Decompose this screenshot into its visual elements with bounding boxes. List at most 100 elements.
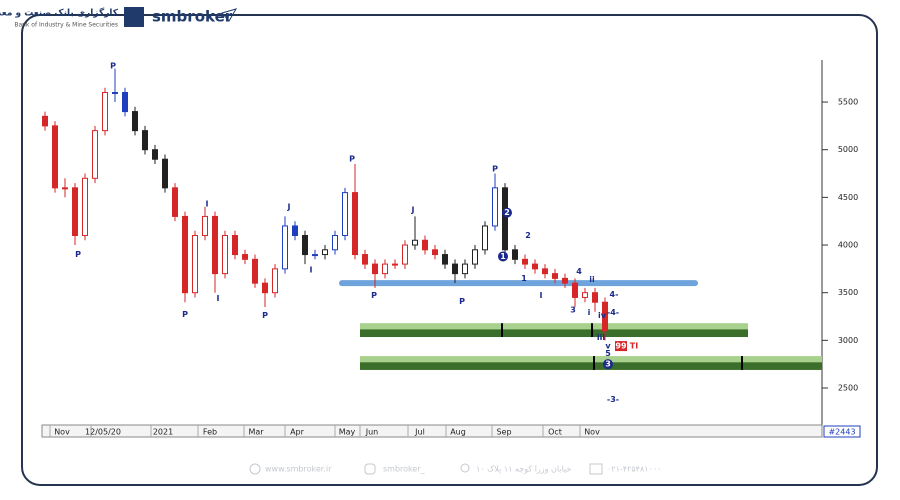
x-tick-label: Nov <box>54 428 70 437</box>
annotation-circle <box>603 359 613 370</box>
annotation: J <box>287 202 291 211</box>
candle-body <box>362 254 368 265</box>
candle-body <box>422 239 428 251</box>
candle-body <box>532 263 538 270</box>
y-tick-label: 5000 <box>838 145 858 154</box>
x-tick-label: Feb <box>203 428 217 437</box>
candle-body <box>132 111 138 132</box>
annotation: 5 <box>605 349 611 358</box>
brand-icon <box>221 8 238 22</box>
candle-body <box>512 249 518 260</box>
candle-body <box>392 263 398 266</box>
location-icon <box>460 463 470 473</box>
x-tick-label: Aug <box>450 428 466 437</box>
annotation: J <box>411 205 415 214</box>
chart: 2500 3000 3500 4000 4500 5000 5500 Nov 12/05/20 2… <box>41 60 861 438</box>
candle-body <box>572 282 578 298</box>
annotation-box <box>615 341 627 352</box>
x-tick-label: 2021 <box>153 428 173 437</box>
candle-body <box>542 268 548 275</box>
annotation: P <box>459 297 465 306</box>
annotation: P <box>262 311 268 320</box>
x-tick-label: Sep <box>496 428 511 437</box>
candle-body <box>492 187 498 227</box>
annotation: P <box>75 250 81 259</box>
candle-body <box>122 92 128 113</box>
annotation-circle <box>502 207 512 218</box>
annotation: -4- <box>607 308 619 317</box>
annotation: P <box>349 155 355 164</box>
web-icon <box>249 463 261 475</box>
candle-body <box>262 282 268 294</box>
brand: smbroker <box>152 8 233 26</box>
candle-body <box>552 273 558 279</box>
candle-body <box>102 92 108 132</box>
last-bar-label: #2443 <box>828 428 855 437</box>
candle-body <box>292 225 298 236</box>
candle-body <box>442 254 448 265</box>
candle-body <box>372 263 378 275</box>
candle-body <box>352 192 358 256</box>
annotation: P <box>182 310 188 319</box>
annotation: 3 <box>605 360 611 369</box>
candle-body <box>272 268 278 294</box>
x-tick-label: Jun <box>365 428 379 437</box>
candle-body <box>82 177 88 236</box>
annotation: 2 <box>504 208 510 217</box>
candle-body <box>182 215 188 294</box>
candle-body <box>92 130 98 179</box>
annotation: I <box>217 294 220 303</box>
candle-body <box>212 215 218 275</box>
candle-body <box>52 125 58 189</box>
candle-body <box>312 254 318 257</box>
zone-core <box>360 329 748 338</box>
annotation: v <box>605 342 611 351</box>
website: www.smbroker.ir <box>265 465 332 474</box>
annotation: TI <box>630 342 638 351</box>
last-bar-box <box>823 425 861 438</box>
x-tick-label: Apr <box>290 428 305 437</box>
x-tick-label: Mar <box>248 428 264 437</box>
candle-body <box>202 215 208 236</box>
candle-body <box>152 149 158 160</box>
candle-body <box>72 187 78 236</box>
annotation: P <box>110 61 116 70</box>
frame <box>21 14 878 486</box>
logo-icon <box>124 7 144 27</box>
zone-core <box>360 362 822 370</box>
candle-body <box>222 234 228 275</box>
x-tick-label: Nov <box>584 428 600 437</box>
annotation: P <box>371 291 377 300</box>
address: خیابان وزرا کوچه ۱۱ پلاک ۱۰ <box>476 465 571 474</box>
annotation: -3- <box>607 395 619 404</box>
candle-body <box>142 130 148 151</box>
y-tick-label: 4000 <box>838 241 858 250</box>
candle-body <box>432 249 438 256</box>
candle-body <box>472 249 478 265</box>
y-tick-label: 3500 <box>838 288 858 297</box>
x-tick-label: May <box>339 428 356 437</box>
x-tick-label: 12/05/20 <box>85 428 121 437</box>
candle-body <box>252 258 258 284</box>
annotation: 4 <box>576 267 582 276</box>
candle-body <box>582 292 588 298</box>
annotation: P <box>492 164 498 173</box>
candle-body <box>62 187 68 190</box>
annotation: 4- <box>610 290 619 299</box>
candle-body <box>162 158 168 189</box>
annotation: i <box>588 308 591 317</box>
candle-body <box>382 263 388 275</box>
phone: ۰۲۱-۴۲۵۴۸۱۰۰۰ <box>607 465 661 474</box>
candle-body <box>462 263 468 275</box>
candle-body <box>502 187 508 251</box>
annotation: 3 <box>570 305 576 314</box>
annotation: I <box>310 265 313 274</box>
candle-body <box>562 277 568 284</box>
candle-body <box>322 249 328 256</box>
annotation: 99 <box>615 342 627 351</box>
candle-body <box>452 263 458 275</box>
x-tick-label: Jul <box>414 428 425 437</box>
annotation: I <box>540 291 543 300</box>
candle-body <box>602 301 608 332</box>
